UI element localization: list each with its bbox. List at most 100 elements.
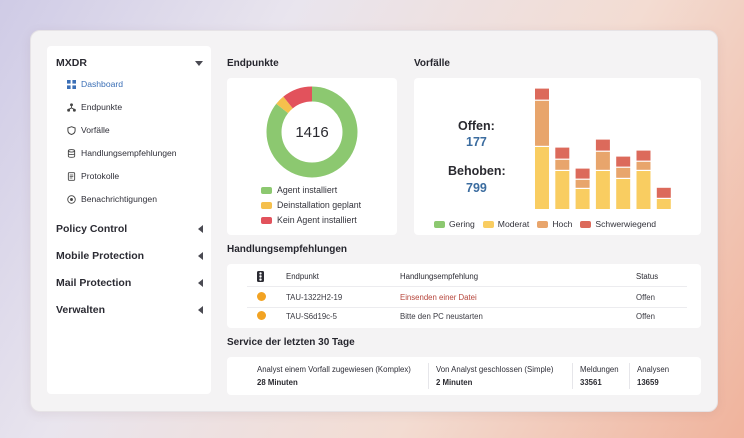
bar-hoch-4: [595, 151, 610, 170]
divider: [428, 363, 429, 389]
bar-hoch-2: [555, 159, 570, 170]
incidents-card: Offen: 177 Behoben: 799 Gering Moderat H…: [414, 78, 701, 235]
divider: [572, 363, 573, 389]
metric-value: 33561: [580, 378, 602, 387]
column-status: Status: [636, 272, 659, 281]
bar-hoch-3: [575, 179, 590, 188]
sidebar-item-benachrichtigungen[interactable]: Benachrichtigungen: [67, 191, 157, 207]
legend-swatch: [261, 186, 272, 194]
sidebar-group-label: Mail Protection: [56, 277, 132, 289]
row-recommendation-link[interactable]: Einsenden einer Datei: [400, 293, 477, 302]
database-icon: [67, 148, 76, 158]
legend-agent-installed: Agent installiert: [261, 185, 337, 195]
bar-hoch-1: [535, 100, 549, 146]
divider: [247, 286, 687, 287]
chevron-left-icon: [198, 252, 203, 260]
bar-schwerwiegend-4: [595, 139, 610, 151]
bar-moderat-4: [595, 171, 610, 209]
metric-label: Von Analyst geschlossen (Simple): [436, 365, 554, 374]
recommendations-title: Handlungsempfehlungen: [227, 244, 347, 255]
bar-schwerwiegend-5: [616, 156, 631, 167]
sidebar-group-label: Policy Control: [56, 223, 128, 235]
status-dot: [257, 292, 266, 301]
metric-label: Meldungen: [580, 365, 619, 374]
bar-moderat-3: [575, 189, 590, 209]
sidebar-item-label: Endpunkte: [81, 102, 123, 112]
service-title: Service der letzten 30 Tage: [227, 337, 355, 348]
legend-label: Agent installiert: [277, 185, 338, 195]
legend-schwerwiegend: Schwerwiegend: [580, 219, 656, 229]
legend-swatch: [482, 220, 494, 228]
legend-no-agent: Kein Agent installiert: [261, 215, 357, 225]
document-icon: [67, 171, 76, 181]
bar-moderat-7: [656, 199, 671, 209]
sidebar-item-label: Protokolle: [81, 171, 120, 181]
endpoints-title: Endpunkte: [227, 58, 279, 69]
incidents-title: Vorfälle: [414, 58, 450, 69]
legend-swatch: [261, 201, 272, 209]
bar-schwerwiegend-2: [555, 147, 570, 159]
row-endpoint: TAU-S6d19c-5: [286, 312, 337, 321]
sidebar-item-label: Vorfälle: [81, 125, 110, 135]
sidebar-item-handlungsempfehlungen[interactable]: Handlungsempfehlungen: [67, 145, 177, 161]
divider: [629, 363, 630, 389]
chevron-left-icon: [198, 306, 203, 314]
bar-schwerwiegend-7: [656, 187, 671, 198]
metric-label: Analysen: [637, 365, 670, 374]
row-recommendation[interactable]: Bitte den PC neustarten: [400, 312, 483, 321]
dashboard-icon: [67, 79, 76, 89]
sidebar-group-policy-control[interactable]: Policy Control: [56, 219, 203, 239]
sidebar-group-mobile-protection[interactable]: Mobile Protection: [56, 246, 203, 266]
metric-value: 13659: [637, 378, 659, 387]
legend-label: Deinstallation geplant: [277, 200, 362, 210]
row-status: Offen: [636, 312, 655, 321]
sidebar-group-verwalten[interactable]: Verwalten: [56, 300, 203, 320]
service-card: Analyst einem Vorfall zugewiesen (Komple…: [227, 357, 701, 395]
sidebar-item-label: Benachrichtigungen: [81, 194, 157, 204]
sidebar-item-label: Handlungsempfehlungen: [81, 148, 177, 158]
sidebar-group-label: Mobile Protection: [56, 250, 145, 262]
resolved-label: Behoben:: [448, 164, 506, 178]
chevron-left-icon: [198, 225, 203, 233]
bar-hoch-6: [636, 161, 651, 170]
divider: [247, 307, 687, 308]
column-recommendation: Handlungsempfehlung: [400, 272, 479, 281]
row-endpoint: TAU-1322H2-19: [286, 293, 343, 302]
legend-swatch: [580, 220, 592, 228]
metric-value: 2 Minuten: [436, 378, 473, 387]
sidebar-item-endpunkte[interactable]: Endpunkte: [67, 99, 122, 115]
recommendations-table: Endpunkt Handlungsempfehlung Status TAU-…: [227, 264, 701, 328]
bar-hoch-5: [616, 167, 631, 178]
legend-swatch: [434, 220, 445, 228]
endpoints-card: 1416 Agent installiert Deinstallation ge…: [227, 78, 397, 235]
open-value: 177: [466, 135, 487, 149]
bar-schwerwiegend-6: [636, 150, 651, 161]
endpoints-donut: 1416: [266, 86, 358, 178]
chevron-left-icon: [198, 279, 203, 287]
sidebar-group-mxdr[interactable]: MXDR: [56, 53, 203, 73]
endpoints-total: 1416: [295, 124, 328, 141]
app-window: MXDR Dashboard Endpunkte Vorfälle Handlu…: [30, 30, 718, 412]
status-dot: [257, 311, 266, 320]
bar-moderat-1: [535, 147, 549, 209]
metric-value: 28 Minuten: [257, 378, 298, 387]
bar-moderat-2: [555, 171, 570, 209]
sidebar: MXDR Dashboard Endpunkte Vorfälle Handlu…: [47, 46, 211, 394]
chevron-down-icon: [195, 60, 203, 66]
sidebar-group-mail-protection[interactable]: Mail Protection: [56, 273, 203, 293]
traffic-light-icon: [257, 271, 264, 282]
legend-hoch: Hoch: [537, 219, 572, 229]
donut-segment-no-agent: [266, 86, 358, 178]
sidebar-item-protokolle[interactable]: Protokolle: [67, 168, 119, 184]
legend-label: Kein Agent installiert: [277, 215, 357, 225]
legend-uninstall-planned: Deinstallation geplant: [261, 200, 361, 210]
column-endpoint: Endpunkt: [286, 272, 319, 281]
sidebar-item-dashboard[interactable]: Dashboard: [67, 76, 123, 92]
legend-label: Hoch: [552, 219, 573, 229]
bar-schwerwiegend-3: [575, 168, 590, 179]
legend-label: Moderat: [497, 219, 530, 229]
sidebar-group-label: Verwalten: [56, 304, 106, 316]
sidebar-item-vorfaelle[interactable]: Vorfälle: [67, 122, 110, 138]
metric-label: Analyst einem Vorfall zugewiesen (Komple…: [257, 365, 411, 374]
resolved-value: 799: [466, 181, 487, 195]
